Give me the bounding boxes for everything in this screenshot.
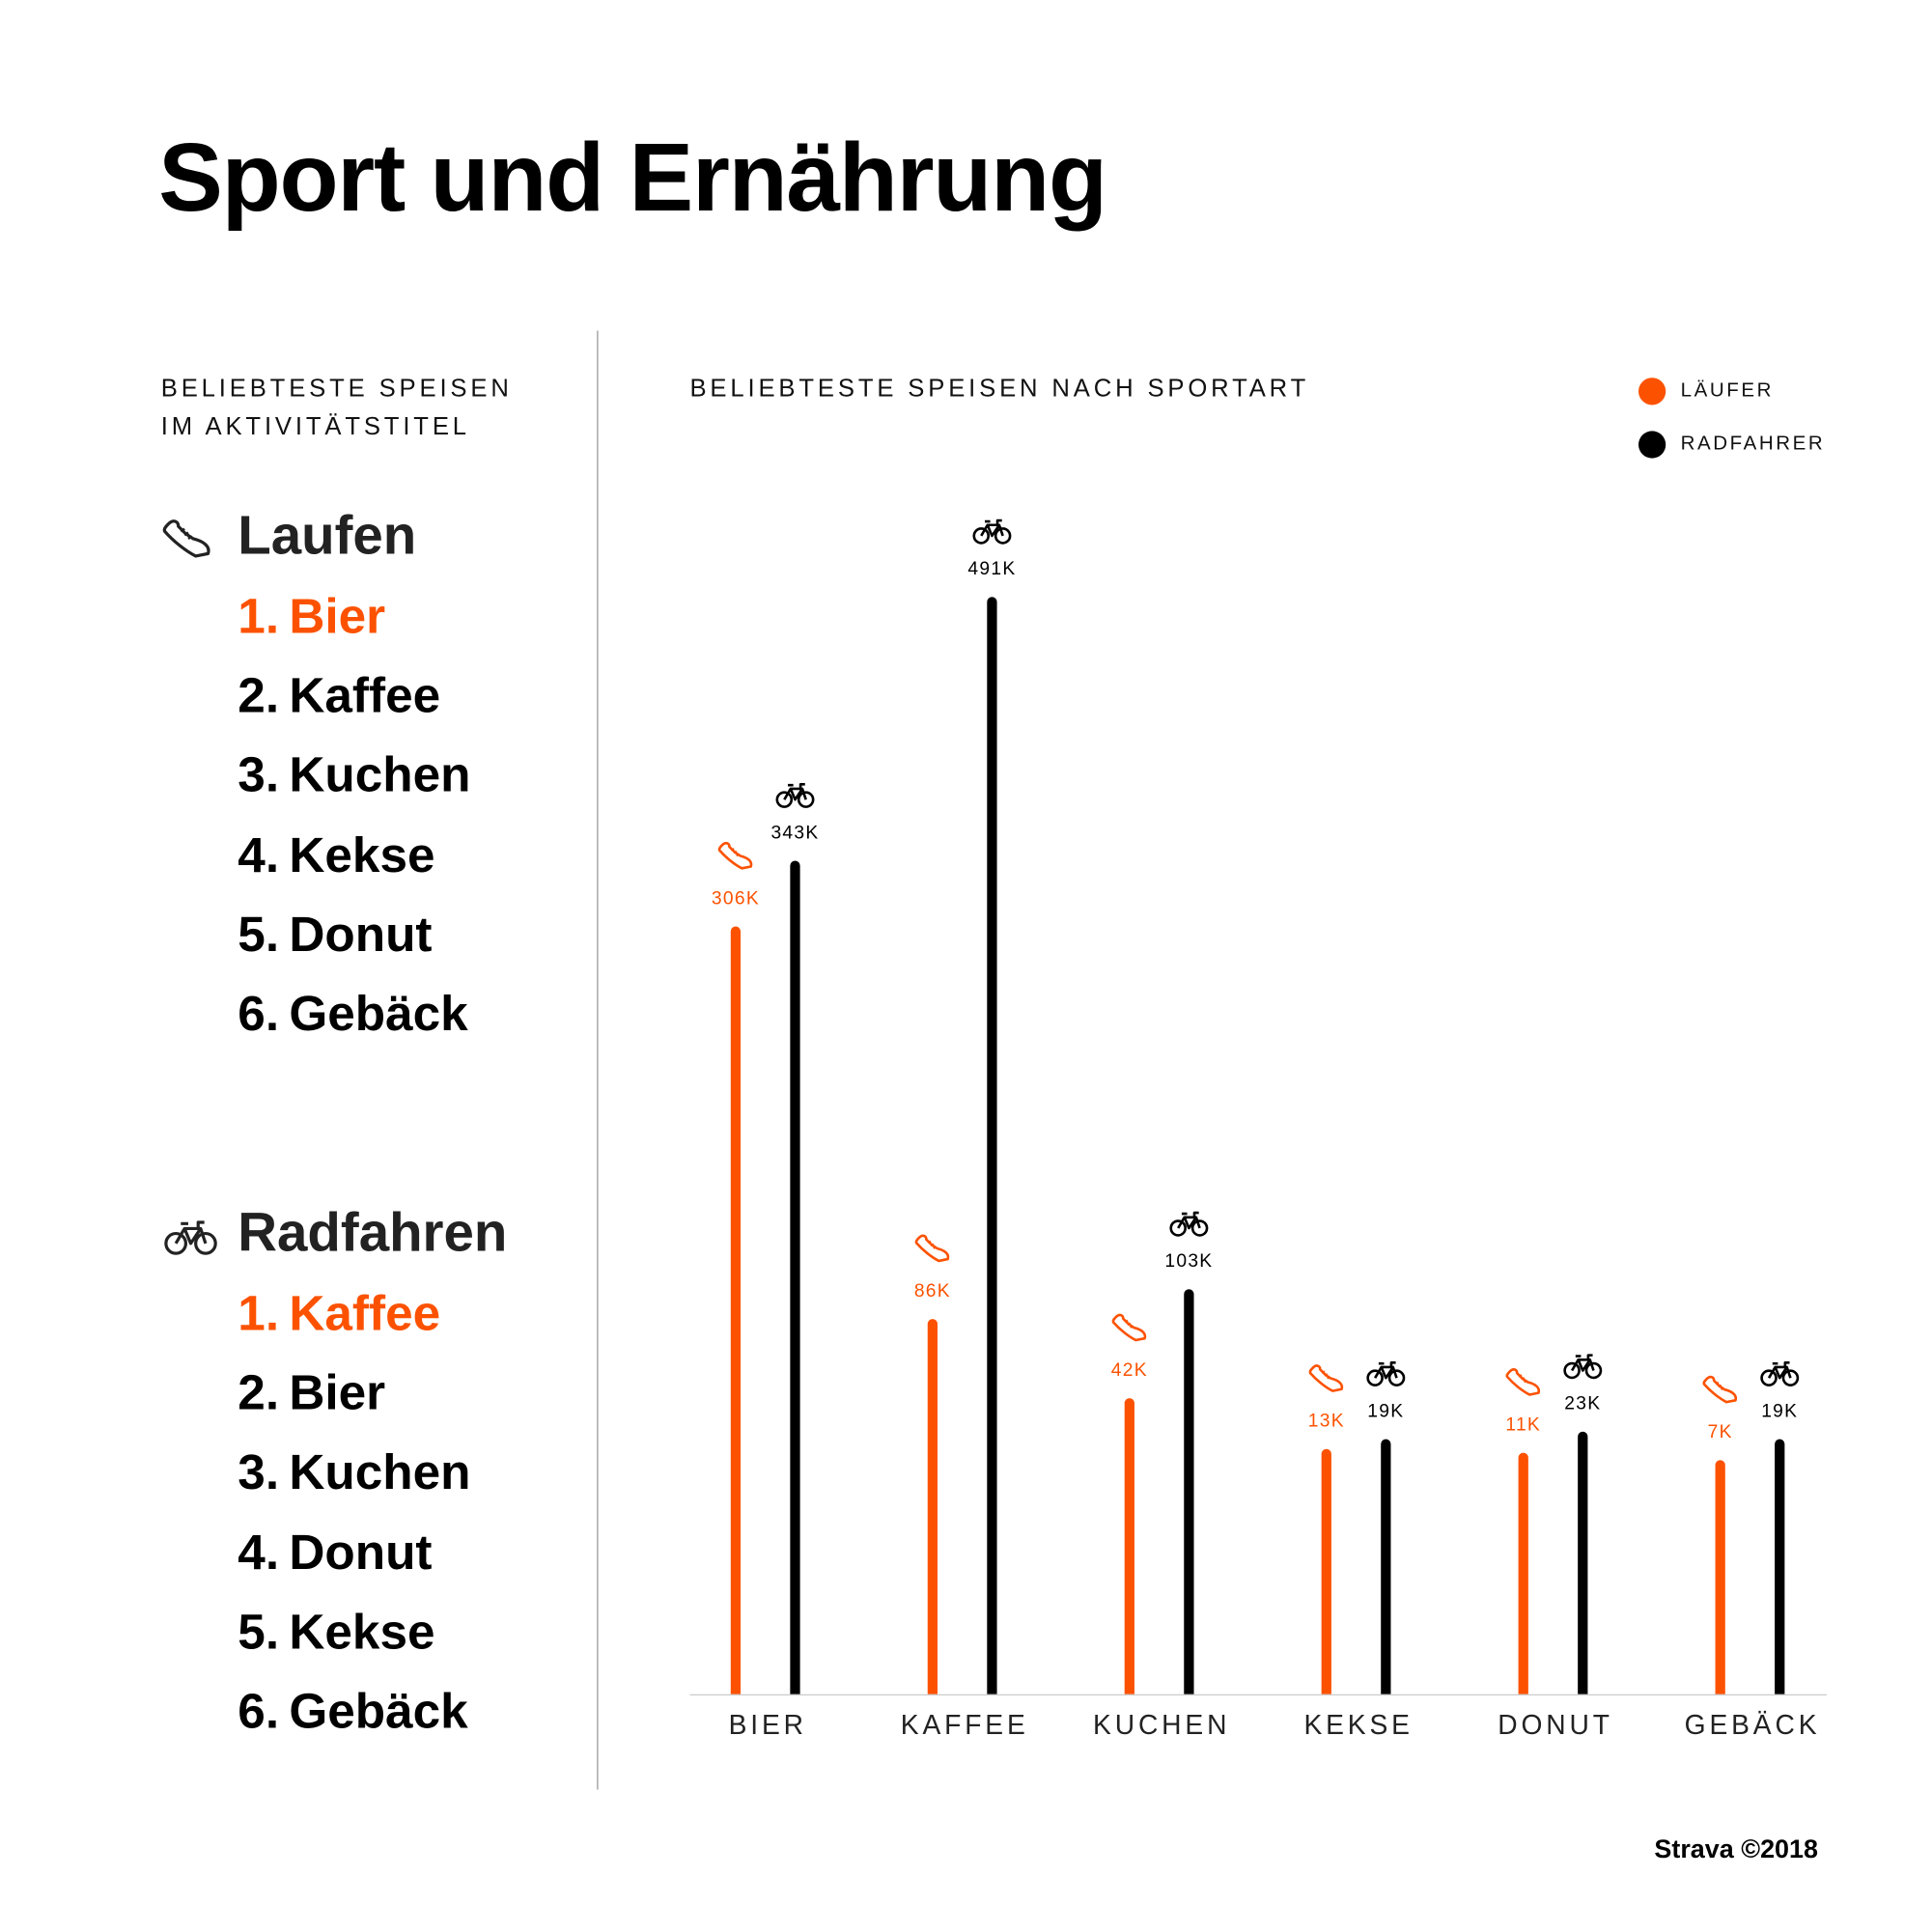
running-shoe-icon	[1700, 1373, 1740, 1412]
bar-cyclist	[987, 597, 997, 1694]
category-label: DONUT	[1498, 1709, 1613, 1741]
page-title: Sport und Ernährung	[158, 122, 1107, 232]
ranking-number: 6.	[238, 987, 280, 1042]
ranking-number: 2.	[238, 1366, 280, 1421]
x-axis-line	[689, 1694, 1827, 1696]
ranking-number: 1.	[238, 589, 280, 645]
bar-runner	[730, 926, 742, 1694]
bar-cyclist	[1578, 1431, 1588, 1694]
ranking-item: 6. Gebäck	[238, 987, 467, 1043]
credit: Strava ©2018	[1654, 1834, 1819, 1864]
running-shoe-icon	[715, 840, 755, 879]
bicycle-icon	[1563, 1353, 1603, 1386]
value-label: 86K	[913, 1280, 951, 1302]
legend-label-cyclist: RADFAHRER	[1680, 433, 1826, 455]
legend: LÄUFER RADFAHRER	[1638, 378, 1826, 459]
running-shoe-icon	[1306, 1362, 1346, 1401]
ranking-label: Kuchen	[289, 748, 471, 803]
category-label: KUCHEN	[1093, 1709, 1231, 1741]
bicycle-icon	[1169, 1210, 1209, 1244]
ranking-number: 3.	[238, 1445, 280, 1500]
legend-item-runner: LÄUFER	[1638, 378, 1825, 406]
ranking-item: 4. Kekse	[238, 828, 434, 884]
ranking-number: 5.	[238, 907, 280, 963]
running-heading: Laufen	[238, 505, 417, 567]
ranking-item: 3. Kuchen	[238, 1445, 470, 1501]
ranking-item: 2. Kaffee	[238, 669, 440, 725]
bar-cyclist	[1184, 1288, 1194, 1694]
legend-label-runner: LÄUFER	[1680, 379, 1774, 402]
ranking-item: 2. Bier	[238, 1366, 385, 1422]
ranking-label: Gebäck	[289, 1684, 468, 1739]
ranking-item: 4. Donut	[238, 1526, 432, 1582]
cycling-heading: Radfahren	[238, 1202, 508, 1264]
bar-cyclist	[790, 860, 800, 1694]
ranking-label: Kaffee	[289, 1286, 441, 1342]
value-label: 42K	[1110, 1358, 1148, 1381]
category-label: BIER	[728, 1709, 807, 1741]
category-label: KEKSE	[1303, 1709, 1414, 1741]
ranking-number: 4.	[238, 1525, 280, 1581]
bicycle-icon	[163, 1218, 217, 1262]
ranking-number: 1.	[238, 1286, 280, 1342]
bar-cyclist	[1775, 1439, 1785, 1694]
ranking-label: Bier	[289, 1366, 386, 1421]
category-label: GEBÄCK	[1684, 1709, 1821, 1741]
chart-title: BELIEBTESTE SPEISEN NACH SPORTART	[689, 375, 1310, 403]
value-label: 7K	[1707, 1421, 1733, 1443]
bicycle-icon	[1366, 1359, 1406, 1393]
bicycle-icon	[1760, 1359, 1800, 1393]
value-label: 19K	[1761, 1400, 1799, 1422]
bicycle-icon	[972, 518, 1012, 551]
ranking-item: 3. Kuchen	[238, 748, 470, 804]
value-label: 13K	[1307, 1411, 1345, 1433]
legend-swatch-cyclist	[1638, 431, 1666, 459]
value-label: 19K	[1367, 1400, 1405, 1422]
bar-runner	[1321, 1449, 1331, 1694]
ranking-item: 6. Gebäck	[238, 1684, 467, 1740]
ranking-number: 3.	[238, 748, 280, 803]
ranking-number: 5.	[238, 1605, 280, 1660]
value-label: 11K	[1505, 1414, 1542, 1436]
running-shoe-icon	[1503, 1366, 1543, 1405]
ranking-label: Donut	[289, 1525, 433, 1581]
value-label: 103K	[1164, 1250, 1214, 1272]
ranking-label: Bier	[289, 589, 386, 645]
running-shoe-icon	[912, 1232, 952, 1271]
left-caption: BELIEBTESTE SPEISEN IM AKTIVITÄTSTITEL	[161, 371, 513, 448]
value-label: 491K	[967, 558, 1017, 580]
legend-swatch-runner	[1638, 378, 1666, 406]
left-caption-line1: BELIEBTESTE SPEISEN	[160, 375, 513, 403]
legend-item-cyclist: RADFAHRER	[1638, 431, 1826, 459]
bar-cyclist	[1381, 1439, 1391, 1694]
ranking-label: Kuchen	[289, 1445, 471, 1500]
ranking-number: 6.	[238, 1684, 280, 1739]
value-label: 343K	[770, 822, 820, 844]
ranking-item: 1. Kaffee	[238, 1287, 440, 1343]
bar-runner	[1518, 1452, 1528, 1694]
ranking-label: Gebäck	[289, 987, 468, 1042]
ranking-label: Kekse	[289, 1605, 435, 1660]
value-label: 306K	[711, 888, 760, 910]
ranking-item: 5. Kekse	[238, 1605, 434, 1661]
divider	[597, 330, 599, 1790]
ranking-item: 5. Donut	[238, 908, 432, 964]
left-caption-line2: IM AKTIVITÄTSTITEL	[160, 413, 470, 441]
bar-runner	[927, 1319, 938, 1694]
bar-runner	[1124, 1397, 1134, 1694]
ranking-label: Donut	[289, 907, 433, 963]
ranking-number: 2.	[238, 668, 280, 724]
ranking-number: 4.	[238, 827, 280, 883]
bar-runner	[1715, 1460, 1725, 1694]
value-label: 23K	[1564, 1392, 1602, 1414]
ranking-item: 1. Bier	[238, 590, 385, 646]
running-shoe-icon	[161, 517, 213, 568]
category-label: KAFFEE	[900, 1709, 1029, 1741]
running-shoe-icon	[1109, 1311, 1149, 1350]
ranking-label: Kekse	[289, 827, 435, 883]
ranking-label: Kaffee	[289, 668, 441, 724]
bicycle-icon	[775, 781, 815, 815]
